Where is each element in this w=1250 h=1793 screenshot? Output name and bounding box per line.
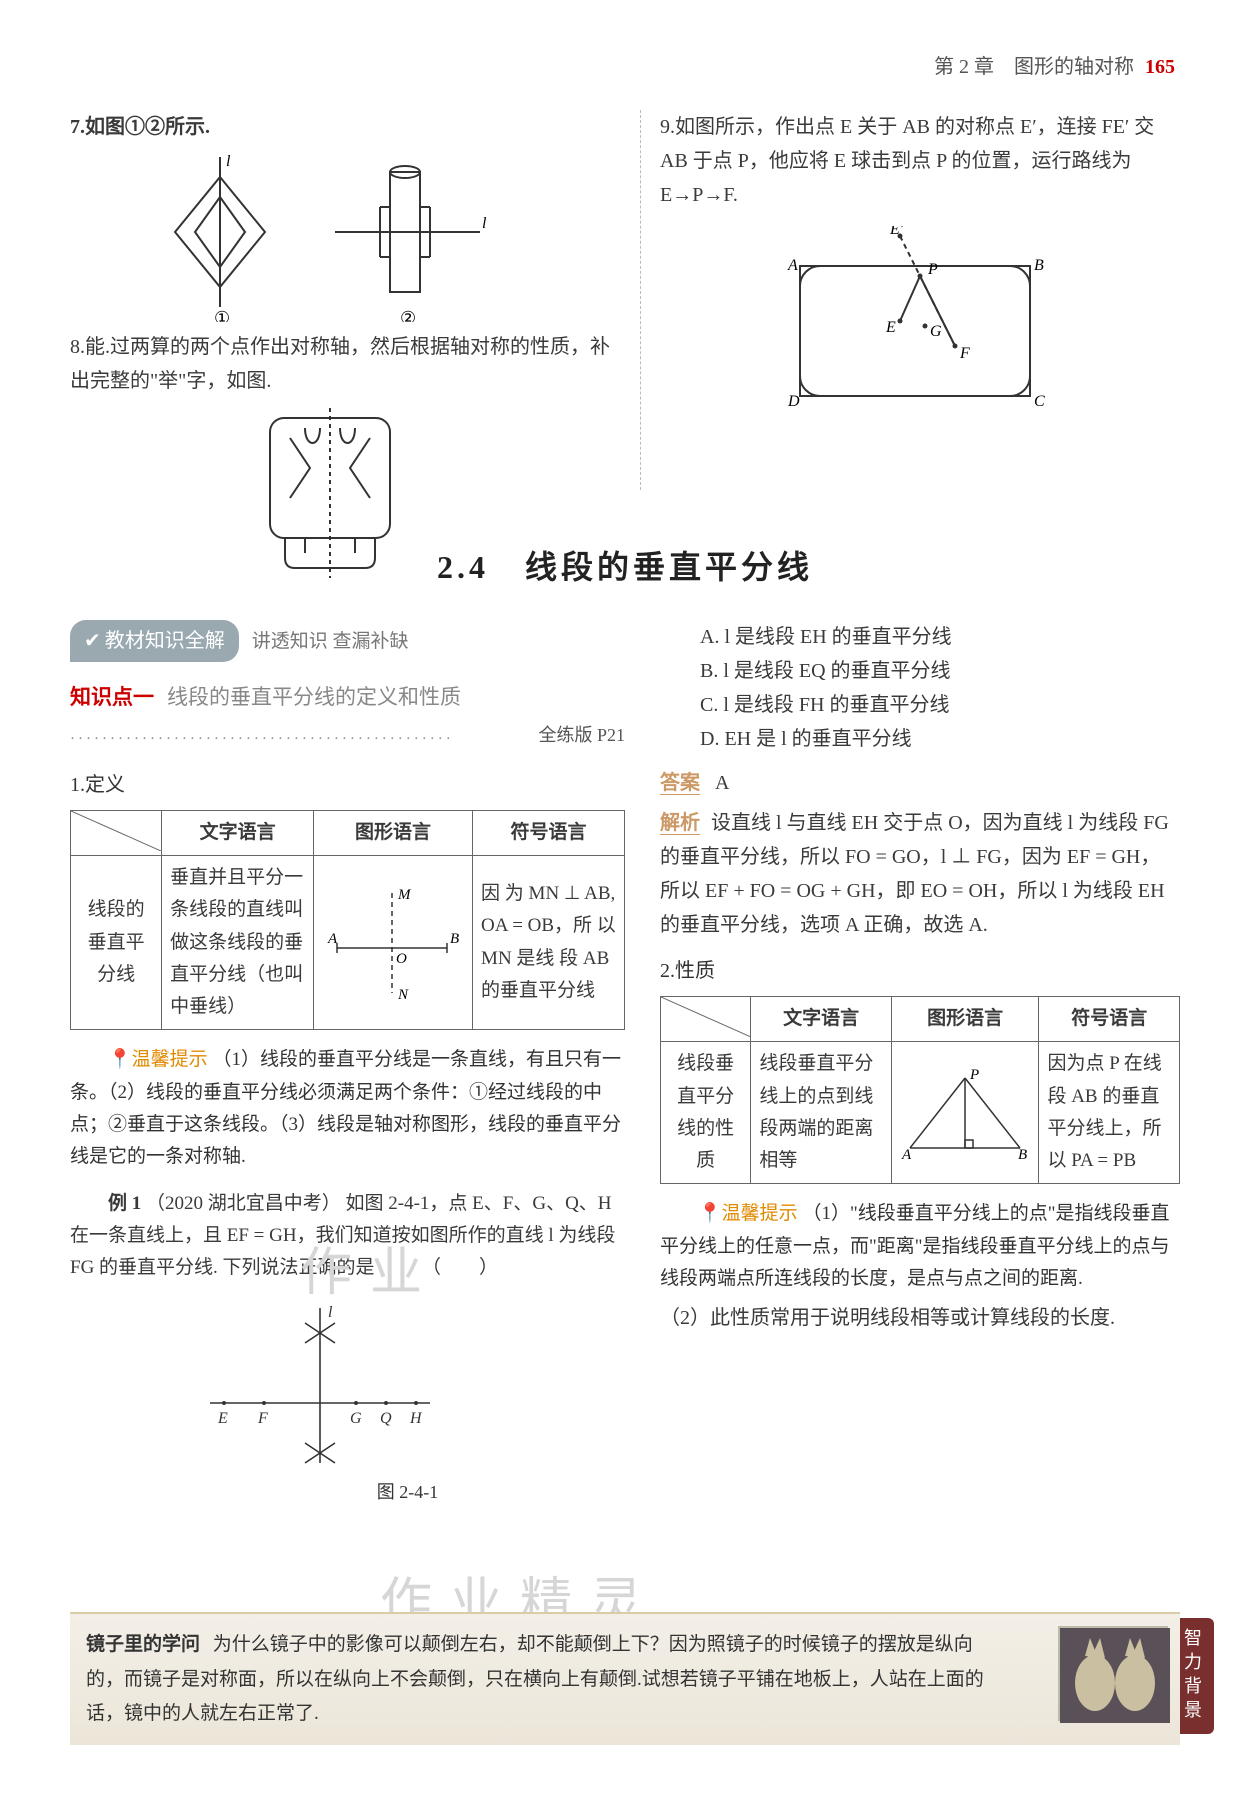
svg-text:O: O — [396, 951, 407, 967]
svg-text:B: B — [1018, 1147, 1027, 1163]
problem-8: 8.能.过两算的两个点作出对称轴，然后根据轴对称的性质，补出完整的"举"字，如图… — [70, 330, 610, 398]
svg-text:P: P — [969, 1067, 979, 1083]
t1-h2: 图形语言 — [314, 810, 473, 855]
check-icon: ✔ — [84, 630, 101, 652]
svg-text:C: C — [1034, 393, 1045, 410]
svg-text:F: F — [959, 345, 970, 362]
svg-text:P: P — [927, 261, 938, 278]
answer-label: 答案 — [660, 772, 700, 795]
t1-h1: 文字语言 — [162, 810, 314, 855]
badge-sub: 讲透知识 查漏补缺 — [252, 631, 409, 652]
option-d: D. EH 是 l 的垂直平分线 — [660, 722, 1180, 756]
tip2-icon: 📍温馨提示 — [698, 1203, 798, 1224]
answer-row: 答案 A — [660, 766, 1180, 800]
kp1-dots-row: ········································… — [70, 720, 625, 754]
kp1-ref: 全练版 P21 — [538, 720, 625, 751]
svg-text:H: H — [409, 1410, 423, 1427]
figure-9: E′ A B C D P E G F — [780, 226, 1180, 416]
fig7-c1: ① — [214, 308, 230, 322]
fig7-l2: l — [482, 215, 487, 232]
svg-text:E: E — [885, 319, 896, 336]
svg-text:Q: Q — [380, 1410, 392, 1427]
fig7-c2: ② — [400, 308, 416, 322]
page-header: 第 2 章 图形的轴对称 165 — [934, 50, 1175, 84]
t2-c3: 因为点 P 在线段 AB 的垂直平分线上，所以 PA = PB — [1039, 1042, 1180, 1184]
svg-text:l: l — [328, 1304, 333, 1321]
kp1-row: 知识点一 线段的垂直平分线的定义和性质 — [70, 680, 625, 716]
svg-text:B: B — [450, 931, 459, 947]
option-b: B. l 是线段 EQ 的垂直平分线 — [660, 654, 1180, 688]
svg-text:B: B — [1034, 257, 1044, 274]
ex1-src: （2020 湖北宜昌中考） — [146, 1193, 341, 1214]
option-a: A. l 是线段 EH 的垂直平分线 — [660, 620, 1180, 654]
example-1: 例 1 （2020 湖北宜昌中考） 如图 2-4-1，点 E、F、G、Q、H 在… — [70, 1188, 625, 1285]
side-tab: 智力背景 — [1180, 1618, 1214, 1734]
footer-box: 镜子里的学问 为什么镜子中的影像可以颠倒左右，却不能颠倒上下？因为照镜子的时候镜… — [70, 1612, 1180, 1745]
badge-row: ✔教材知识全解 讲透知识 查漏补缺 — [70, 620, 625, 662]
svg-text:M: M — [397, 887, 412, 903]
column-divider — [640, 110, 641, 490]
footer-body: 为什么镜子中的影像可以颠倒左右，却不能颠倒上下？因为照镜子的时候镜子的摆放是纵向… — [86, 1634, 984, 1723]
t1-c3: 因 为 MN ⊥ AB, OA = OB，所 以 MN 是线 段 AB 的垂直平… — [473, 855, 625, 1029]
tip-icon: 📍温馨提示 — [108, 1049, 208, 1070]
dots: ········································… — [70, 731, 454, 747]
tip1: 📍温馨提示 （1）线段的垂直平分线是一条直线，有且只有一条。（2）线段的垂直平分… — [70, 1044, 625, 1173]
svg-text:N: N — [397, 987, 409, 1003]
kp1-text: 线段的垂直平分线的定义和性质 — [167, 685, 461, 709]
option-c: C. l 是线段 FH 的垂直平分线 — [660, 688, 1180, 722]
tip1-label: 温馨提示 — [132, 1049, 208, 1070]
svg-text:E′: E′ — [889, 226, 904, 238]
property-table: 文字语言 图形语言 符号语言 线段垂直平分线的性质 线段垂直平分线上的点到线段两… — [660, 996, 1180, 1184]
analysis-label: 解析 — [660, 812, 700, 835]
svg-text:A: A — [327, 931, 338, 947]
definition-table: 文字语言 图形语言 符号语言 线段的垂直平分线 垂直并且平分一条线段的直线叫做这… — [70, 810, 625, 1031]
t2-r1: 线段垂直平分线的性质 — [661, 1042, 751, 1184]
t1-c1: 垂直并且平分一条线段的直线叫做这条线段的垂直平分线（也叫中垂线） — [162, 855, 314, 1029]
prop-head: 2.性质 — [660, 954, 1180, 988]
problem-9: 9.如图所示，作出点 E 关于 AB 的对称点 E′，连接 FE′ 交 AB 于… — [660, 110, 1180, 212]
page-number: 165 — [1145, 56, 1175, 78]
lower-right-column: A. l 是线段 EH 的垂直平分线 B. l 是线段 EQ 的垂直平分线 C.… — [660, 620, 1180, 1335]
svg-text:G: G — [930, 323, 942, 340]
analysis-body: 设直线 l 与直线 EH 交于点 O，因为直线 l 为线段 FG 的垂直平分线，… — [660, 812, 1169, 936]
tip2-label: 温馨提示 — [722, 1203, 798, 1224]
t2-h1: 文字语言 — [751, 997, 892, 1042]
ex1-label: 例 1 — [108, 1193, 141, 1214]
t1-r1: 线段的垂直平分线 — [71, 855, 162, 1029]
svg-text:A: A — [901, 1147, 912, 1163]
fig7-l1: l — [226, 153, 231, 170]
svg-text:G: G — [350, 1410, 362, 1427]
svg-text:E: E — [217, 1410, 228, 1427]
t2-h3: 符号语言 — [1039, 997, 1180, 1042]
problem-7: 7.如图①②所示. — [70, 110, 610, 144]
t2-c1: 线段垂直平分线上的点到线段两端的距离相等 — [751, 1042, 892, 1184]
footer-title: 镜子里的学问 — [86, 1634, 200, 1655]
knowledge-badge: ✔教材知识全解 — [70, 620, 239, 662]
svg-text:A: A — [787, 257, 798, 274]
tip2: 📍温馨提示 （1）"线段垂直平分线上的点"是指线段垂直平分线上的任意一点，而"距… — [660, 1198, 1180, 1295]
fig241-caption: 图 2-4-1 — [190, 1477, 625, 1508]
lower-left-column: ✔教材知识全解 讲透知识 查漏补缺 知识点一 线段的垂直平分线的定义和性质 ··… — [70, 620, 625, 1507]
t1-fig: M N A B O — [314, 855, 473, 1029]
svg-text:D: D — [787, 393, 800, 410]
t2-h2: 图形语言 — [891, 997, 1039, 1042]
svg-text:F: F — [257, 1410, 268, 1427]
badge-text: 教材知识全解 — [105, 630, 225, 652]
kp1-label: 知识点一 — [70, 685, 154, 709]
figure-7: l ① l ② — [150, 152, 610, 322]
footer-image — [1058, 1626, 1168, 1721]
chapter-label: 第 2 章 图形的轴对称 — [934, 56, 1134, 78]
diag-cell — [71, 810, 162, 855]
top-left-column: 7.如图①②所示. l ① l ② — [70, 110, 610, 578]
analysis-row: 解析 设直线 l 与直线 EH 交于点 O，因为直线 l 为线段 FG 的垂直平… — [660, 806, 1180, 942]
t2-fig: A B P — [891, 1042, 1039, 1184]
diag-cell-2 — [661, 997, 751, 1042]
answer-value: A — [715, 772, 729, 794]
def-head: 1.定义 — [70, 768, 625, 802]
tip2b: （2）此性质常用于说明线段相等或计算线段的长度. — [660, 1301, 1180, 1335]
top-right-column: 9.如图所示，作出点 E 关于 AB 的对称点 E′，连接 FE′ 交 AB 于… — [660, 110, 1180, 416]
t1-h3: 符号语言 — [473, 810, 625, 855]
section-title: 2.4 线段的垂直平分线 — [0, 540, 1250, 594]
figure-241: E F G Q H l 图 2-4-1 — [190, 1303, 625, 1508]
